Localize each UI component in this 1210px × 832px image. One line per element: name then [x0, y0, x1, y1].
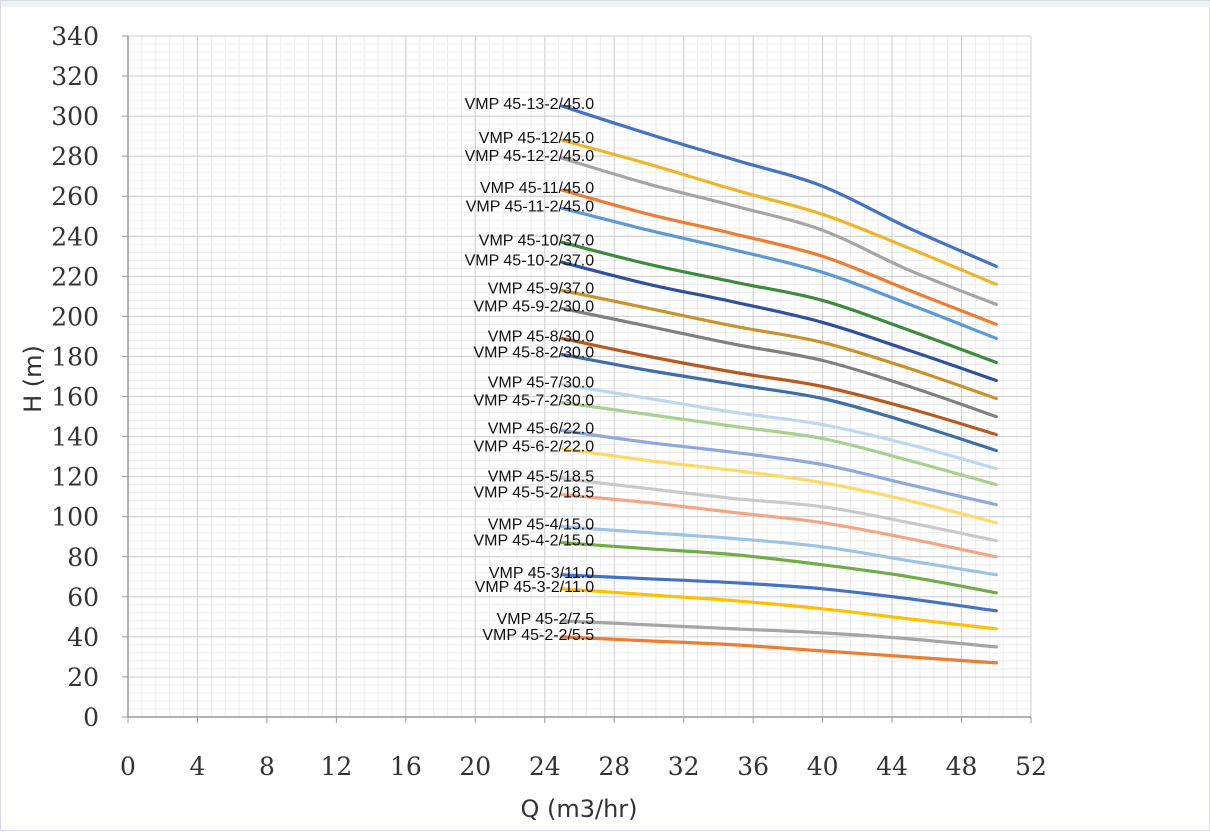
series-line	[560, 104, 998, 268]
y-tick-label: 200	[51, 302, 99, 331]
series-label: VMP 45-10-2/37.0	[465, 252, 595, 269]
x-tick-label: 28	[598, 752, 630, 781]
y-tick-label: 220	[51, 262, 99, 291]
y-tick-label: 100	[51, 503, 99, 532]
series-label: VMP 45-11-2/45.0	[466, 198, 594, 215]
series-label: VMP 45-9/37.0	[488, 280, 595, 297]
series-label: VMP 45-4-2/15.0	[473, 533, 594, 550]
y-tick-labels: 0 20 40 60 80 100 120 140 160 180 200 220 240 260 280 3…	[51, 22, 99, 732]
minor-grid	[127, 35, 1032, 718]
y-tick-label: 160	[51, 383, 99, 412]
series-line	[560, 493, 998, 559]
series-label: VMP 45-5-2/18.5	[473, 485, 594, 502]
x-tick-label: 20	[459, 752, 491, 781]
x-tick-label: 52	[1015, 752, 1047, 781]
x-tick-label: 36	[737, 752, 769, 781]
x-tick-label: 32	[668, 752, 700, 781]
y-axis-title: H (m)	[19, 345, 47, 413]
series-label: VMP 45-7/30.0	[488, 375, 595, 392]
y-tick-label: 240	[51, 222, 99, 251]
series-label: VMP 45-3-2/11.0	[475, 579, 595, 596]
x-axis-title: Q (m3/hr)	[520, 795, 637, 823]
series-label: VMP 45-3/11.0	[489, 565, 594, 582]
series-label: VMP 45-4/15.0	[488, 517, 595, 534]
series-line	[560, 336, 998, 437]
y-tick-label: 120	[51, 463, 99, 492]
series-line	[560, 400, 998, 487]
x-tick-label: 12	[320, 752, 352, 781]
y-tick-label: 0	[83, 703, 99, 732]
y-tick-label: 340	[51, 22, 99, 51]
series-line	[560, 573, 998, 613]
y-tick-label: 300	[51, 102, 99, 131]
series-label: VMP 45-9-2/30.0	[473, 298, 594, 315]
y-tick-label: 180	[51, 342, 99, 371]
x-tick-labels: 0 4 8 12 16 20 24 28 32 36 40 44 48 52	[120, 752, 1047, 781]
series-line	[560, 240, 998, 365]
x-tick-label: 8	[259, 752, 275, 781]
series-label: VMP 45-7-2/30.0	[473, 393, 594, 410]
series-label: VMP 45-5/18.5	[488, 469, 595, 486]
series-line	[560, 206, 998, 340]
series-label: VMP 45-8-2/30.0	[473, 344, 594, 361]
series-line	[560, 541, 998, 595]
series-line	[560, 188, 998, 326]
series-line	[560, 288, 998, 401]
x-tick-label: 48	[946, 752, 978, 781]
series-label: VMP 45-12-2/45.0	[465, 148, 595, 165]
series-label: VMP 45-6-2/22.0	[473, 439, 594, 456]
x-tick-label: 24	[529, 752, 561, 781]
series-line	[560, 447, 998, 525]
y-tick-label: 320	[51, 62, 99, 91]
y-tick-label: 20	[67, 663, 99, 692]
y-tick-label: 260	[51, 182, 99, 211]
y-tick-label: 280	[51, 142, 99, 171]
x-tick-label: 40	[807, 752, 839, 781]
series-label: VMP 45-2-2/5.5	[482, 627, 594, 644]
series-label: VMP 45-11/45.0	[480, 180, 594, 197]
series-line	[560, 587, 998, 631]
series-label: VMP 45-12/45.0	[479, 130, 594, 147]
series-line	[560, 382, 998, 471]
series-line	[560, 156, 998, 306]
series-label: VMP 45-6/22.0	[488, 421, 595, 438]
y-tick-label: 140	[51, 423, 99, 452]
axes	[122, 35, 1032, 723]
series-line	[560, 525, 998, 577]
series-line	[560, 306, 998, 419]
series-label: VMP 45-8/30.0	[488, 328, 595, 345]
series-label: VMP 45-10/37.0	[479, 232, 594, 249]
series-line	[560, 635, 998, 665]
series-line	[560, 619, 998, 649]
series-line	[560, 429, 998, 507]
window-top-strip	[1, 1, 1210, 7]
series-label: VMP 45-2/7.5	[497, 611, 595, 628]
x-tick-label: 16	[390, 752, 422, 781]
series-line	[560, 352, 998, 453]
x-tick-label: 0	[120, 752, 136, 781]
y-tick-label: 80	[67, 543, 99, 572]
x-tick-label: 4	[190, 752, 206, 781]
series-line	[560, 477, 998, 543]
y-tick-label: 60	[67, 583, 99, 612]
pump-curves	[560, 104, 998, 665]
series-line	[560, 138, 998, 286]
y-tick-label: 40	[67, 623, 99, 652]
series-label: VMP 45-13-2/45.0	[465, 96, 595, 113]
x-tick-label: 44	[876, 752, 908, 781]
series-line	[560, 260, 998, 383]
